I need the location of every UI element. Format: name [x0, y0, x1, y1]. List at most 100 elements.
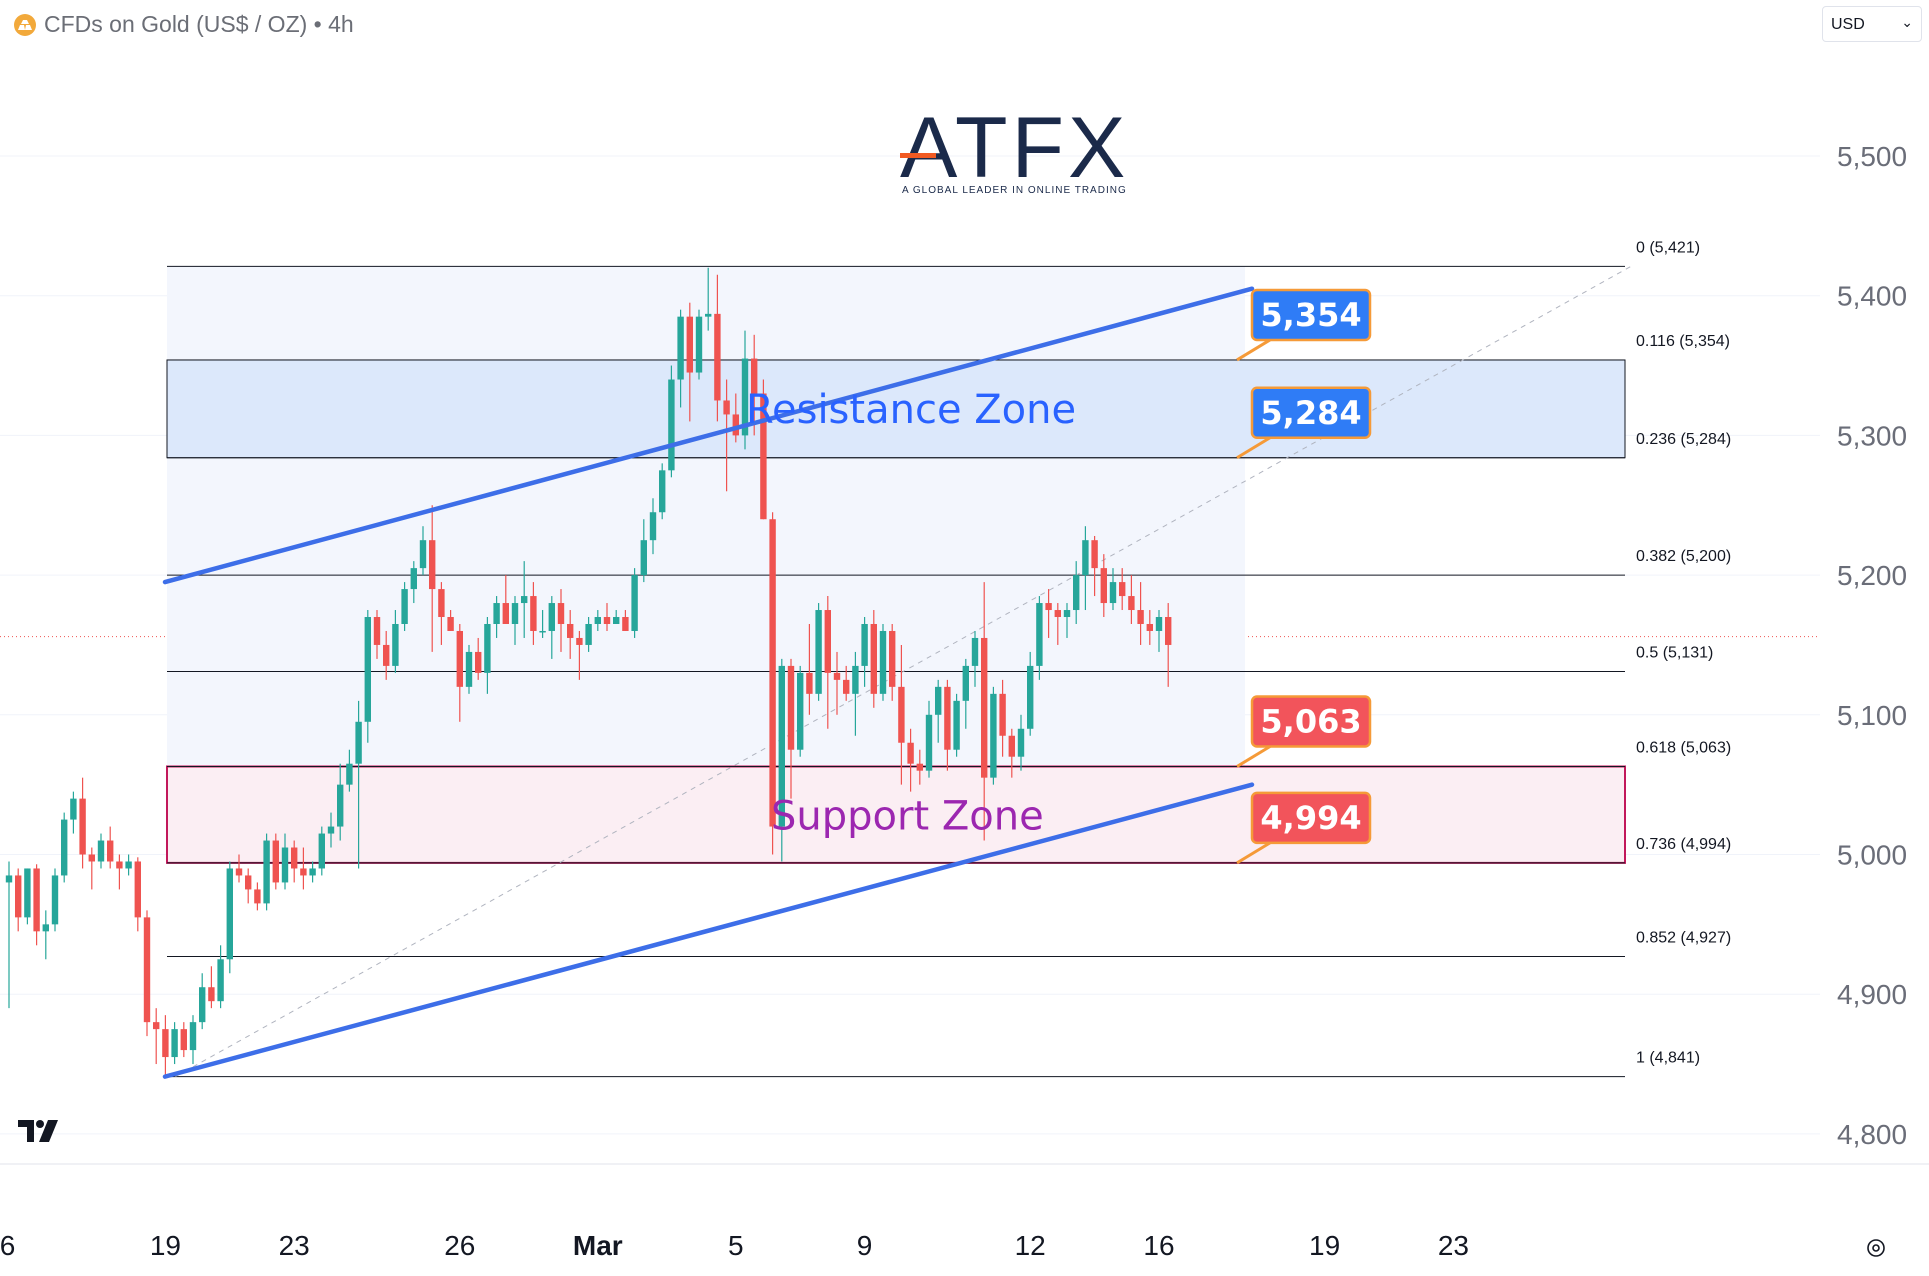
price-callout-text: 4,994 [1260, 799, 1361, 837]
candle-body [134, 861, 141, 918]
price-callout [1250, 695, 1372, 748]
candle-body [272, 840, 279, 883]
resistance-zone [166, 359, 1626, 459]
candle-body [1073, 575, 1080, 611]
candle-body [861, 623, 868, 666]
candle-body [410, 568, 417, 590]
candle-body [355, 721, 362, 764]
candle-body [769, 519, 776, 827]
candle-body [511, 603, 519, 624]
y-axis[interactable]: 5,500 5,400 5,300 5,200 5,100 5,000 4,900 4,800 [1837, 141, 1907, 1150]
candle-body [613, 617, 620, 624]
logo-accent-bar [900, 153, 936, 158]
candle-body [5, 875, 13, 883]
candle-body [1008, 735, 1015, 757]
candle-body [981, 637, 988, 778]
candle-body [695, 316, 703, 373]
fib-diagonal [175, 265, 1632, 1078]
candle-body [787, 665, 795, 750]
x-tick-label: 23 [1438, 1230, 1469, 1261]
candle-body [990, 693, 997, 778]
candle-body [419, 540, 427, 569]
candle-body [971, 637, 979, 666]
candle-body [530, 596, 537, 631]
candle-body [686, 316, 693, 373]
candle-body [125, 861, 132, 869]
channel-lower-line [162, 782, 1255, 1079]
candle-body [208, 987, 215, 1002]
fibonacci-layer: 0 (5,421) 0.116 (5,354) 0.236 (5,284) 0.382… [167, 239, 1731, 1078]
y-tick-label: 4,800 [1837, 1119, 1907, 1150]
logo-text: ATFX [900, 100, 1130, 196]
candle-body [199, 987, 206, 1023]
fib-label: 0.5 (5,131) [1636, 644, 1713, 661]
candle-body [1091, 540, 1098, 569]
fib-label: 0.236 (5,284) [1636, 431, 1731, 448]
fib-label: 0.618 (5,063) [1636, 739, 1731, 756]
candle-body [116, 861, 123, 869]
channel-upper-line [162, 286, 1255, 585]
candle-body [327, 826, 335, 834]
candle-body [401, 589, 408, 624]
symbol-title[interactable]: CFDs on Gold (US$ / OZ) • 4h [44, 11, 354, 37]
y-tick-label: 5,000 [1837, 840, 1907, 871]
candle-body [493, 603, 500, 624]
candle-body [1063, 610, 1071, 618]
candles-layer [5, 267, 1172, 1079]
candle-body [447, 617, 454, 631]
candle-body [889, 630, 896, 687]
x-tick-label: 23 [279, 1230, 310, 1261]
candle-body [723, 400, 730, 415]
candle-body [88, 854, 95, 862]
candle-body [162, 1029, 169, 1058]
candle-body [1100, 568, 1107, 604]
atfx-logo: ATFX A GLOBAL LEADER IN ONLINE TRADING [900, 105, 1130, 200]
candle-body [953, 700, 960, 750]
candle-body [502, 603, 509, 624]
callout-pointer [1236, 338, 1271, 362]
candle-body [797, 672, 804, 750]
tradingview-logo-icon[interactable] [18, 1118, 64, 1144]
candle-body [879, 630, 887, 694]
price-callout-text: 5,354 [1260, 296, 1361, 334]
x-axis[interactable]: 16 19 23 26 Mar 5 9 12 16 19 23 [0, 1230, 1469, 1261]
candle-body [594, 617, 601, 624]
candle-body [539, 630, 546, 633]
y-tick-label: 5,400 [1837, 281, 1907, 312]
candle-body [962, 665, 969, 701]
candle-body [576, 637, 583, 645]
fib-label: 0.382 (5,200) [1636, 548, 1731, 565]
zones-layer [166, 266, 1626, 864]
fib-label: 0.852 (4,927) [1636, 929, 1731, 946]
candle-body [567, 623, 574, 638]
candle-body [548, 603, 555, 631]
candle-body [42, 924, 49, 932]
callout-pointer [1236, 745, 1271, 768]
candle-body [925, 714, 933, 771]
candle-body [61, 819, 68, 876]
candle-body [649, 512, 657, 541]
candle-body [603, 617, 611, 624]
fib-label: 0.116 (5,354) [1636, 333, 1730, 350]
candle-body [33, 868, 40, 932]
candle-body [79, 798, 86, 855]
price-labels-layer: 5,354 5,284 5,063 4,994 [1236, 288, 1372, 865]
candle-body [189, 1022, 197, 1051]
candle-body [300, 868, 307, 876]
candle-body [1137, 610, 1144, 624]
currency-select[interactable]: USD ⌄ [1822, 6, 1922, 42]
candle-body [392, 623, 399, 666]
resistance-zone-label: Resistance Zone [746, 387, 1076, 433]
channel-layer [162, 286, 1255, 1079]
callout-pointer [1236, 841, 1271, 865]
candle-body [281, 847, 289, 883]
candle-body [1017, 728, 1025, 757]
candle-body [824, 610, 831, 673]
candle-body [557, 603, 565, 624]
candle-body [843, 679, 850, 694]
candle-body [24, 868, 31, 918]
candle-body [815, 610, 822, 694]
gear-icon[interactable] [1864, 1236, 1888, 1260]
candle-body [475, 651, 482, 673]
